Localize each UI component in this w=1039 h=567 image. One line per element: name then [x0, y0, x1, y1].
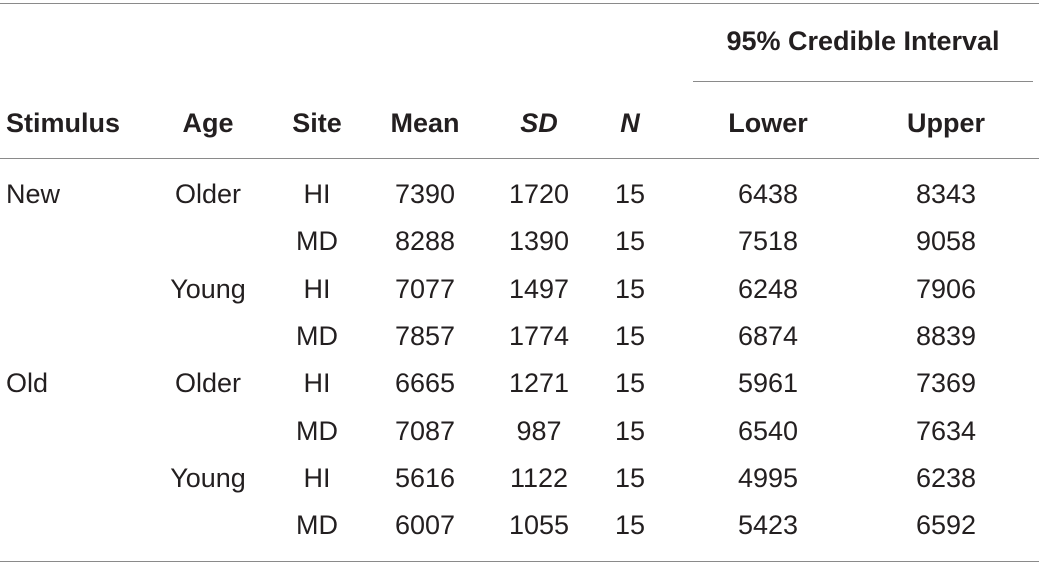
cell-upper: 9058 — [915, 226, 977, 256]
cell-sd: 1390 — [508, 226, 570, 256]
cell-sd: 1774 — [508, 321, 570, 351]
cell-age: Young — [170, 463, 246, 493]
col-header-mean: Mean — [390, 108, 460, 138]
cell-site: HI — [303, 368, 331, 398]
cell-mean: 6665 — [394, 368, 456, 398]
header-bottom-rule — [0, 158, 1039, 159]
col-header-upper: Upper — [906, 108, 986, 138]
cell-n: 15 — [614, 416, 646, 446]
cell-n: 15 — [614, 510, 646, 540]
cell-lower: 5961 — [737, 368, 799, 398]
cell-mean: 7077 — [394, 274, 456, 304]
cell-mean: 6007 — [394, 510, 456, 540]
cell-mean: 8288 — [394, 226, 456, 256]
cell-n: 15 — [614, 179, 646, 209]
cell-site: MD — [296, 226, 338, 256]
group-header-credible-interval: 95% Credible Interval — [726, 26, 1000, 56]
cell-upper: 6592 — [915, 510, 977, 540]
cell-upper: 8839 — [915, 321, 977, 351]
cell-stimulus: New — [6, 179, 61, 209]
cell-sd: 1271 — [508, 368, 570, 398]
cell-n: 15 — [614, 274, 646, 304]
cell-site: MD — [296, 416, 338, 446]
cell-mean: 7087 — [394, 416, 456, 446]
cell-n: 15 — [614, 226, 646, 256]
cell-lower: 6874 — [737, 321, 799, 351]
cell-lower: 5423 — [737, 510, 799, 540]
cell-sd: 987 — [516, 416, 562, 446]
cell-age: Older — [174, 179, 242, 209]
cell-n: 15 — [614, 321, 646, 351]
cell-upper: 7634 — [915, 416, 977, 446]
cell-sd: 1497 — [508, 274, 570, 304]
cell-age: Young — [170, 274, 246, 304]
cell-upper: 6238 — [915, 463, 977, 493]
col-header-stimulus: Stimulus — [6, 108, 121, 138]
cell-site: HI — [303, 179, 331, 209]
cell-sd: 1122 — [509, 463, 569, 493]
cell-site: HI — [303, 274, 331, 304]
cell-site: HI — [303, 463, 331, 493]
cell-age: Older — [174, 368, 242, 398]
cell-stimulus: Old — [6, 368, 49, 398]
cell-mean: 7390 — [394, 179, 456, 209]
cell-site: MD — [296, 321, 338, 351]
cell-n: 15 — [614, 463, 646, 493]
cell-lower: 6438 — [737, 179, 799, 209]
cell-mean: 7857 — [394, 321, 456, 351]
col-header-site: Site — [292, 108, 342, 138]
bottom-rule — [0, 561, 1039, 562]
group-header-rule — [693, 81, 1033, 82]
cell-sd: 1720 — [508, 179, 570, 209]
col-header-lower: Lower — [728, 108, 808, 138]
cell-lower: 4995 — [737, 463, 799, 493]
cell-sd: 1055 — [508, 510, 570, 540]
cell-mean: 5616 — [394, 463, 456, 493]
col-header-age: Age — [182, 108, 234, 138]
cell-upper: 8343 — [915, 179, 977, 209]
cell-upper: 7906 — [915, 274, 977, 304]
cell-upper: 7369 — [915, 368, 977, 398]
col-header-sd: SD — [520, 108, 558, 138]
cell-lower: 6248 — [737, 274, 799, 304]
cell-site: MD — [296, 510, 338, 540]
cell-lower: 7518 — [737, 226, 799, 256]
top-rule — [0, 3, 1039, 4]
cell-lower: 6540 — [737, 416, 799, 446]
col-header-n: N — [620, 108, 640, 138]
cell-n: 15 — [614, 368, 646, 398]
